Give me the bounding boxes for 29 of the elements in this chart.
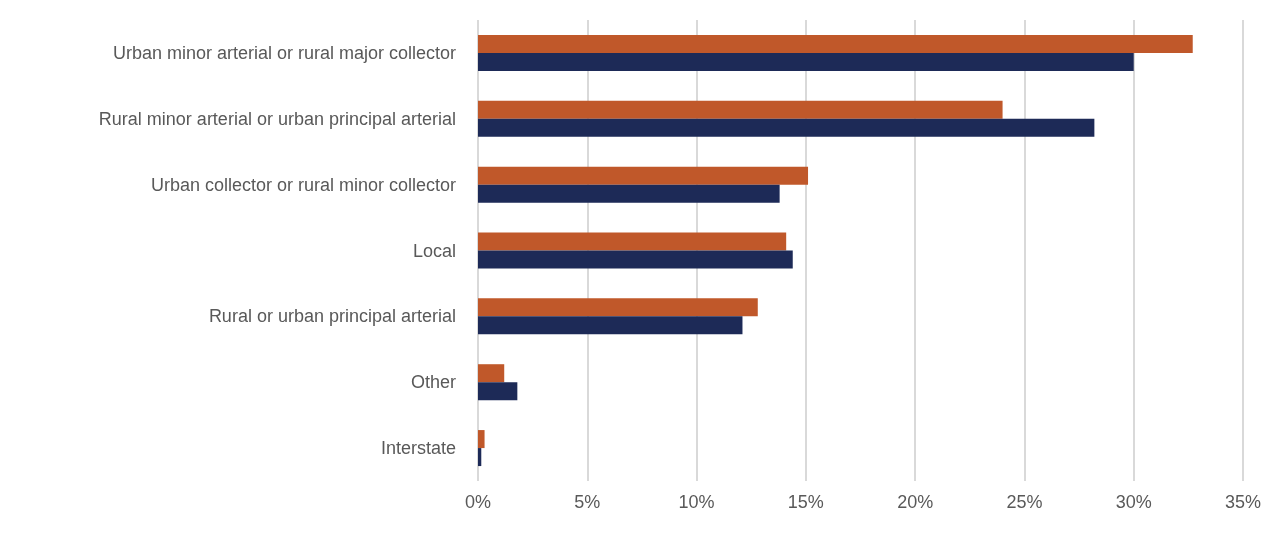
x-tick-label: 0% [464,492,492,512]
x-tick-label: 20% [897,492,934,512]
bar [478,250,793,269]
x-tick-label: 25% [1006,492,1043,512]
bar [478,184,780,203]
bar [478,100,1003,119]
x-tick-label: 5% [574,492,601,512]
bar [478,382,518,401]
bar [478,298,758,317]
bar [478,34,1193,53]
bar [478,448,482,467]
y-tick-label: Interstate [380,438,456,459]
bar [478,364,505,383]
x-tick-label: 10% [678,492,715,512]
y-tick-label: Other [410,372,456,393]
y-tick-label: Urban minor arterial or rural major collector [112,42,456,63]
bar [478,430,485,449]
x-tick-label: 30% [1115,492,1152,512]
bar [478,52,1134,71]
bar [478,316,743,335]
bar [478,232,787,251]
y-tick-label: Local [412,240,456,261]
bar [478,118,1095,137]
y-tick-label: Urban collector or rural minor collector [150,174,456,195]
y-tick-label: Rural minor arterial or urban principal arterial [98,108,456,129]
y-tick-label: Rural or urban principal arterial [208,306,456,327]
x-tick-label: 15% [787,492,824,512]
bar [478,166,809,185]
x-tick-label: 35% [1224,492,1262,512]
